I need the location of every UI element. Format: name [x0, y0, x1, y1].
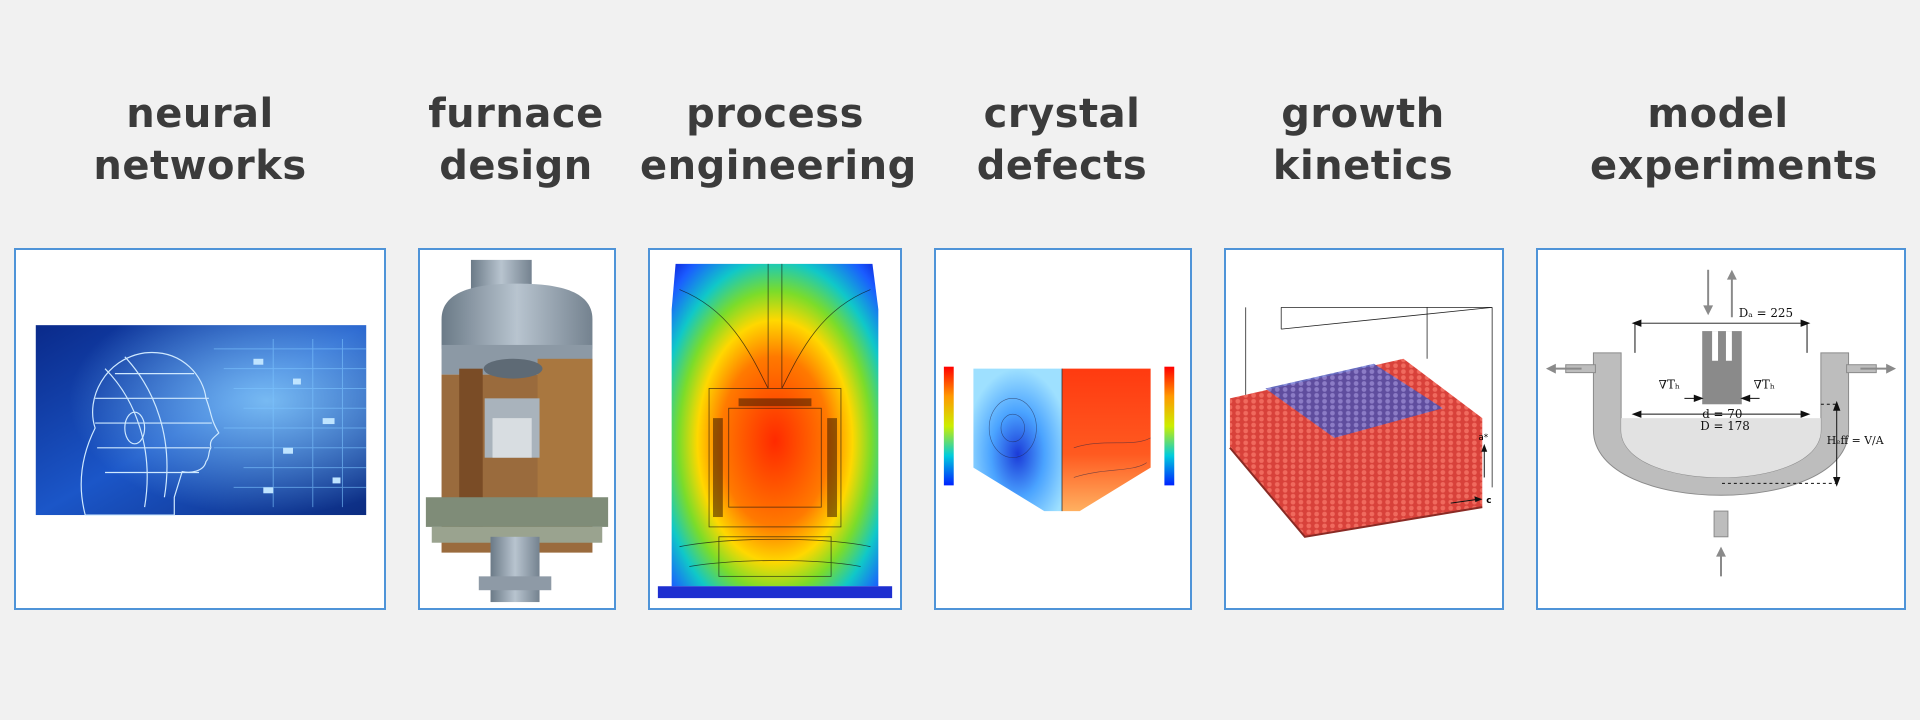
- title-line-2: design: [439, 143, 593, 189]
- neural-network-head-image: [35, 325, 367, 516]
- label-da: Dₐ = 225: [1739, 306, 1793, 320]
- title-line-2: experiments: [1590, 143, 1878, 189]
- title-line-1: model: [1647, 91, 1789, 137]
- card-model-experiments: Dₐ = 225 ∇Tₕ ∇Tₕ d = 70 D = 178 Hₑff = V…: [1536, 248, 1906, 610]
- crystal-defect-map-image: [943, 366, 1175, 512]
- card-crystal-defects: [934, 248, 1192, 610]
- label-grad-right: ∇Tₕ: [1754, 377, 1775, 391]
- title-model-experiments: model experiments: [1590, 88, 1878, 192]
- title-line-1: process: [686, 91, 864, 137]
- card-growth-kinetics: a* c: [1224, 248, 1504, 610]
- label-d-small: d = 70: [1702, 407, 1742, 421]
- title-neural-networks: neural networks: [90, 88, 310, 192]
- title-line-1: furnace: [428, 91, 604, 137]
- axis-label-c: c: [1486, 496, 1491, 506]
- title-line-2: kinetics: [1272, 143, 1454, 189]
- title-furnace-design: furnace design: [400, 88, 632, 192]
- label-grad-left: ∇Tₕ: [1659, 377, 1680, 391]
- title-line-1: neural: [126, 91, 274, 137]
- title-crystal-defects: crystal defects: [950, 88, 1174, 192]
- card-process-engineering: [648, 248, 902, 610]
- title-line-2: networks: [93, 143, 307, 189]
- title-line-2: defects: [976, 143, 1148, 189]
- card-neural-networks: [14, 248, 386, 610]
- title-growth-kinetics: growth kinetics: [1248, 88, 1478, 192]
- title-line-2: engineering: [640, 143, 917, 189]
- process-heatmap-image: [657, 263, 893, 599]
- furnace-cutaway-image: [425, 259, 609, 603]
- card-furnace-design: [418, 248, 616, 610]
- label-d-large: D = 178: [1700, 419, 1750, 433]
- title-process-engineering: process engineering: [640, 88, 917, 192]
- growth-kinetics-image: a* c: [1229, 306, 1493, 538]
- title-line-1: crystal: [983, 91, 1141, 137]
- axis-label-a: a*: [1478, 433, 1488, 443]
- title-line-1: growth: [1281, 91, 1445, 137]
- label-heff: Hₑff = V/A: [1827, 434, 1884, 447]
- model-experiment-diagram: Dₐ = 225 ∇Tₕ ∇Tₕ d = 70 D = 178 Hₑff = V…: [1545, 269, 1897, 577]
